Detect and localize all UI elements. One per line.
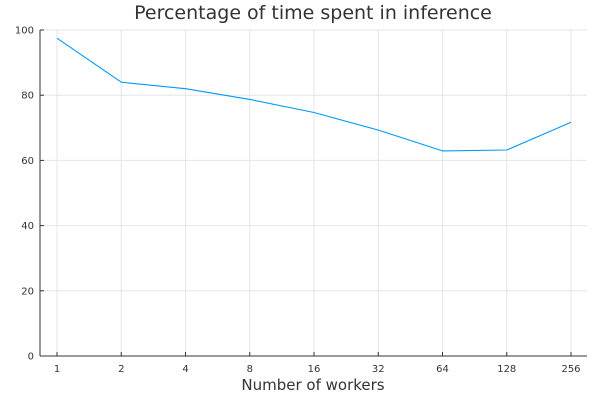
x-tick-label: 32 [372,364,385,375]
x-tick-label: 8 [247,364,253,375]
tick-labels: 1 2 4 8 16 32 64 128 256 0 20 40 60 80 100 [15,26,581,376]
series-line [56,37,572,152]
y-tick-label: 80 [21,91,34,102]
x-tick-label: 1 [54,364,60,375]
x-tick-label: 64 [436,364,449,375]
x-tick-label: 128 [497,364,516,375]
series-layer [56,37,572,152]
x-tick-label: 2 [118,364,124,375]
y-tick-label: 60 [21,156,34,167]
x-tick-label: 16 [308,364,321,375]
x-tick-label: 4 [182,364,188,375]
grid [40,29,587,357]
y-tick-label: 0 [28,352,34,363]
y-tick-label: 100 [15,26,34,37]
x-axis-title: Number of workers [241,376,384,394]
chart-title: Percentage of time spent in inference [134,2,492,24]
x-tick-label: 256 [561,364,580,375]
axes [39,29,587,357]
y-tick-label: 40 [21,221,34,232]
y-tick-label: 20 [21,286,34,297]
